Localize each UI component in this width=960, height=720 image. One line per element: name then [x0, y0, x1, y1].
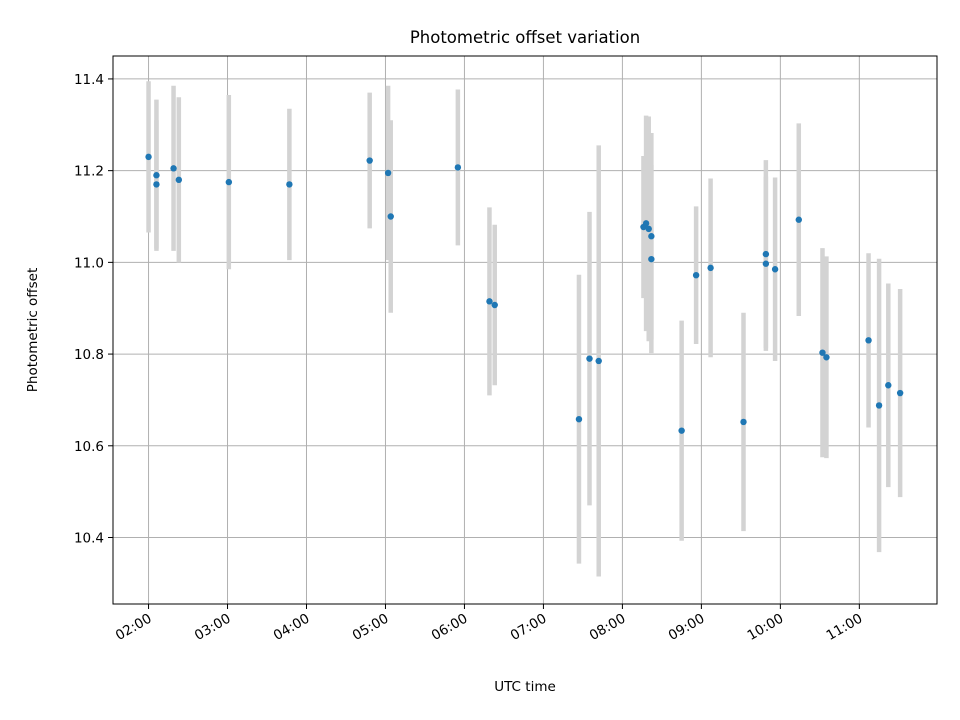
data-point [170, 165, 177, 172]
x-tick-label: 03:00 [192, 611, 234, 644]
x-tick-label: 06:00 [429, 611, 471, 644]
x-axis-ticks: 02:00 03:00 04:00 05:00 06:00 07:00 08:00 09:00… [113, 604, 865, 644]
data-point [678, 427, 685, 434]
y-tick-label: 10.8 [74, 347, 104, 363]
y-axis-ticks: 10.4 10.6 10.8 11.0 11.2 11.4 [74, 72, 113, 547]
y-tick-label: 10.4 [74, 531, 104, 547]
errorbars [146, 81, 903, 577]
plot-frame [112, 55, 938, 605]
data-point [575, 415, 583, 423]
data-point [771, 266, 779, 273]
data-point [145, 153, 152, 161]
data-point [648, 233, 655, 240]
x-tick-label: 04:00 [271, 611, 313, 644]
data-point [387, 213, 394, 220]
y-tick-label: 11.0 [74, 255, 104, 271]
data-point [175, 176, 183, 184]
data-point [648, 255, 655, 263]
x-tick-label: 02:00 [113, 611, 155, 644]
data-point [642, 220, 650, 227]
data-point [896, 389, 904, 397]
data-point [740, 418, 747, 426]
x-tick-label: 11:00 [824, 611, 866, 644]
data-point [286, 181, 293, 188]
x-tick-label: 05:00 [350, 611, 392, 644]
x-tick-label: 08:00 [587, 611, 629, 644]
data-point [384, 169, 392, 177]
data-point [762, 260, 770, 267]
data-point [819, 349, 826, 356]
data-point [865, 337, 872, 344]
data-point [885, 382, 892, 389]
data-point [795, 216, 802, 223]
x-tick-label: 09:00 [666, 611, 708, 644]
grid [113, 56, 937, 604]
data-point [762, 250, 770, 258]
y-axis-label: Photometric offset [25, 268, 41, 392]
data-point [486, 298, 493, 305]
y-tick-label: 11.4 [74, 72, 104, 88]
data-point [692, 272, 700, 279]
data-point [875, 402, 883, 409]
data-point [823, 354, 830, 361]
chart-title: Photometric offset variation [410, 28, 640, 47]
data-point [225, 178, 233, 186]
data-points [145, 153, 904, 434]
y-tick-label: 11.2 [74, 164, 104, 180]
data-point [153, 172, 160, 179]
y-tick-label: 10.6 [74, 439, 104, 455]
data-point [454, 164, 462, 171]
x-axis-label: UTC time [494, 679, 556, 695]
data-point [707, 264, 714, 272]
x-tick-label: 10:00 [745, 611, 787, 644]
x-tick-label: 07:00 [508, 611, 550, 644]
data-point [645, 225, 652, 233]
data-point [595, 357, 602, 365]
data-point [366, 157, 373, 164]
data-point [153, 181, 160, 188]
data-point [586, 355, 593, 362]
data-point [491, 301, 498, 309]
